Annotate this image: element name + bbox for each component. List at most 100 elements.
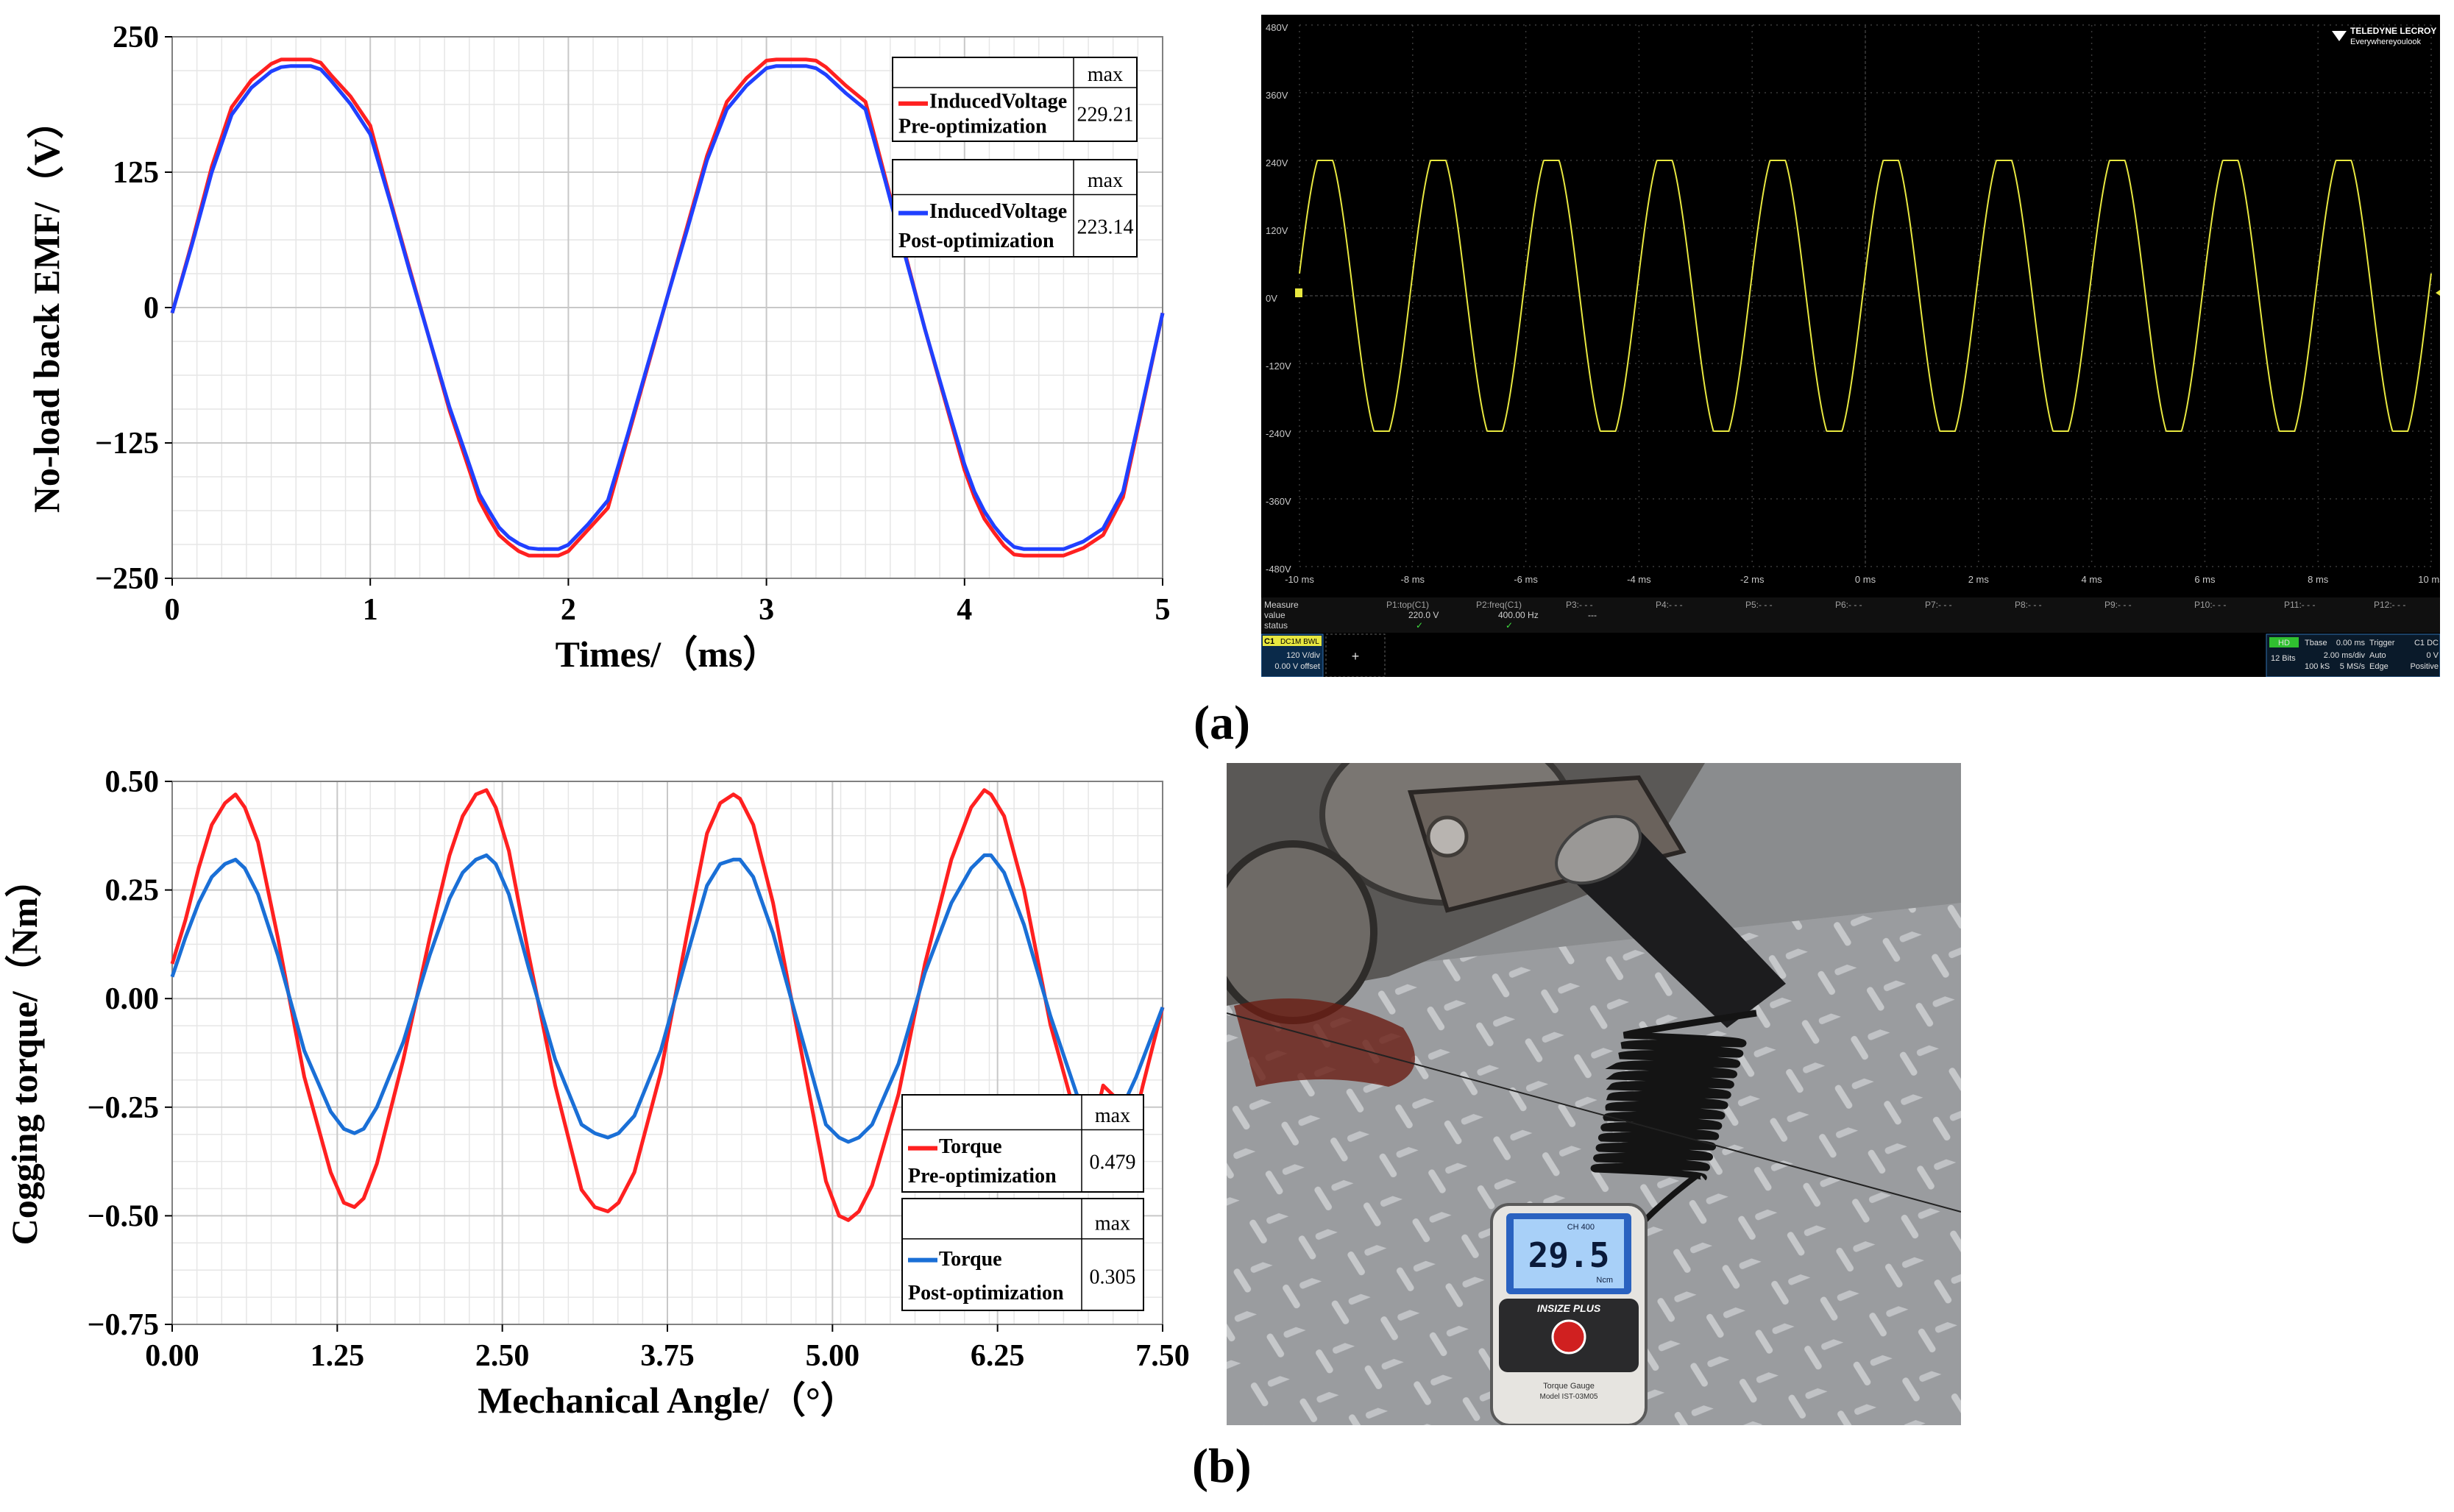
scope-x-label: -4 ms [1627, 574, 1651, 585]
scope-x-label: -2 ms [1740, 574, 1765, 585]
gauge-power-button [1551, 1319, 1586, 1355]
x-tick-label: 4 [957, 593, 972, 627]
gauge-label: Torque Gauge [1543, 1382, 1595, 1391]
legend-frame [901, 1198, 1144, 1311]
gauge-model: Model IST-03M05 [1540, 1393, 1598, 1401]
gauge-screen-top: CH 400 [1567, 1223, 1595, 1232]
channel-vdiv: 120 V/div [1286, 651, 1320, 660]
scope-x-label: 0 ms [1855, 574, 1876, 585]
channel-offset: 0.00 V offset [1274, 662, 1320, 671]
measure-row-label: Measure [1264, 600, 1299, 610]
legend-series-sub: Post-optimization [898, 230, 1054, 252]
legend-series-name: Torque [939, 1248, 1002, 1271]
gauge-brand: INSIZE PLUS [1537, 1302, 1601, 1314]
gauge-reading: 29.5 [1528, 1235, 1610, 1275]
emf-chart: 0 1 2 3 4 5 −250 −125 0 125 250 Times/（ms） No-load b… [26, 21, 1171, 675]
measure-param: P6:- - - [1835, 600, 1862, 610]
trigger-type: Edge [2369, 662, 2389, 671]
sample-rate: 5 MS/s [2340, 662, 2366, 671]
y-tick-label: −250 [95, 562, 159, 596]
scope-y-label: 240V [1266, 157, 1288, 168]
x-tick-label: 3 [759, 593, 774, 627]
oscilloscope-panel: 480V 360V 240V 120V 0V -120V -240V -360V -480V-1… [1261, 15, 2440, 677]
scope-y-label: 480V [1266, 22, 1288, 33]
scope-y-label: -240V [1266, 428, 1291, 439]
y-axis-label: No-load back EMF/（V） [26, 102, 67, 513]
legend-series-sub: Post-optimization [908, 1282, 1064, 1305]
legend-stat-header: max [1095, 1104, 1130, 1127]
bits-label: 12 Bits [2271, 654, 2296, 663]
thin-wire [1227, 1012, 1961, 1213]
y-tick-label: 125 [113, 156, 159, 190]
x-tick-label: 1.25 [311, 1339, 365, 1373]
legend-series-sub: Pre-optimization [908, 1165, 1057, 1188]
scope-y-label: 120V [1266, 225, 1288, 236]
series-line-post-optimization [170, 64, 1165, 551]
measure-row-label: value [1264, 610, 1285, 620]
mounting-plate [1407, 775, 1687, 913]
measure-value: 400.00 Hz [1498, 610, 1539, 620]
legend-series-sub: Pre-optimization [898, 116, 1047, 138]
legend-frame [892, 57, 1138, 142]
motor-end-ring [1227, 840, 1377, 1024]
y-tick-label: 0.00 [105, 982, 160, 1016]
measure-param: P4:- - - [1656, 600, 1683, 610]
legend-stat-header: max [1088, 169, 1123, 192]
torque-sensor-body [1558, 829, 1786, 1028]
legend-max-value: 229.21 [1077, 104, 1134, 127]
scope-x-label: 2 ms [1968, 574, 1990, 585]
lecroy-logo-mark [2332, 31, 2347, 41]
scope-x-label: 10 ms [2418, 574, 2440, 585]
x-axis-label: Mechanical Angle/（°） [478, 1380, 857, 1421]
legend-stat-header: max [1095, 1213, 1130, 1235]
channel-name: C1 [1264, 637, 1274, 646]
y-tick-label: 0.25 [105, 874, 160, 908]
legend-box-pre: max InducedVoltage Pre-optimization 229.21 [892, 57, 1138, 142]
x-axis-label: Times/（ms） [556, 633, 780, 675]
x-tick-label: 6.25 [971, 1339, 1025, 1373]
scope-x-label: 4 ms [2082, 574, 2103, 585]
y-tick-label: −0.25 [88, 1091, 159, 1125]
hd-label: HD [2278, 639, 2290, 647]
trigger-level: 0 V [2426, 651, 2439, 660]
scope-y-label: -360V [1266, 496, 1291, 507]
hd-badge [2269, 637, 2299, 647]
measure-param: P12:- - - [2374, 600, 2405, 610]
x-tick-label: 3.75 [640, 1339, 695, 1373]
tbase-value: 0.00 ms [2336, 639, 2366, 647]
legend-max-value: 0.479 [1090, 1151, 1136, 1174]
legend-max-value: 223.14 [1077, 216, 1134, 238]
x-tick-label: 2.50 [475, 1339, 530, 1373]
series-line-pre-optimization [170, 788, 1165, 1222]
caption-b: (b) [1192, 1438, 1252, 1494]
scope-x-label: 8 ms [2308, 574, 2329, 585]
measure-param: P10:- - - [2194, 600, 2226, 610]
legend-max-value: 0.305 [1090, 1266, 1136, 1289]
series-line-post-optimization [170, 853, 1165, 1144]
channel-tags: DC1M BWL [1280, 638, 1319, 646]
y-tick-label: −0.75 [88, 1308, 159, 1342]
y-tick-label: −0.50 [88, 1199, 159, 1233]
add-channel-plus: + [1352, 649, 1360, 664]
measure-param: P2:freq(C1) [1476, 600, 1522, 610]
measure-param: P8:- - - [2015, 600, 2042, 610]
trigger-slope: Positive [2410, 662, 2439, 671]
legend-frame [901, 1094, 1144, 1193]
measure-param: P11:- - - [2284, 600, 2315, 610]
scope-x-label: -6 ms [1514, 574, 1538, 585]
legend-box-pre: max Torque Pre-optimization 0.479 [901, 1094, 1144, 1193]
x-tick-label: 7.50 [1135, 1339, 1190, 1373]
legend-frame [892, 159, 1138, 258]
measure-param: P7:- - - [1925, 600, 1952, 610]
add-channel-box [1325, 633, 1386, 677]
trigger-mode: Auto [2369, 651, 2386, 660]
tbase-label: Tbase [2305, 639, 2327, 647]
diamond-plate-floor [1227, 903, 1961, 1425]
measure-param: P9:- - - [2104, 600, 2132, 610]
measure-param: P1:top(C1) [1386, 600, 1429, 610]
caption-a-text: (a) [1194, 696, 1250, 750]
scope-x-label: -10 ms [1285, 574, 1314, 585]
measure-value: 220.0 V [1408, 610, 1439, 620]
